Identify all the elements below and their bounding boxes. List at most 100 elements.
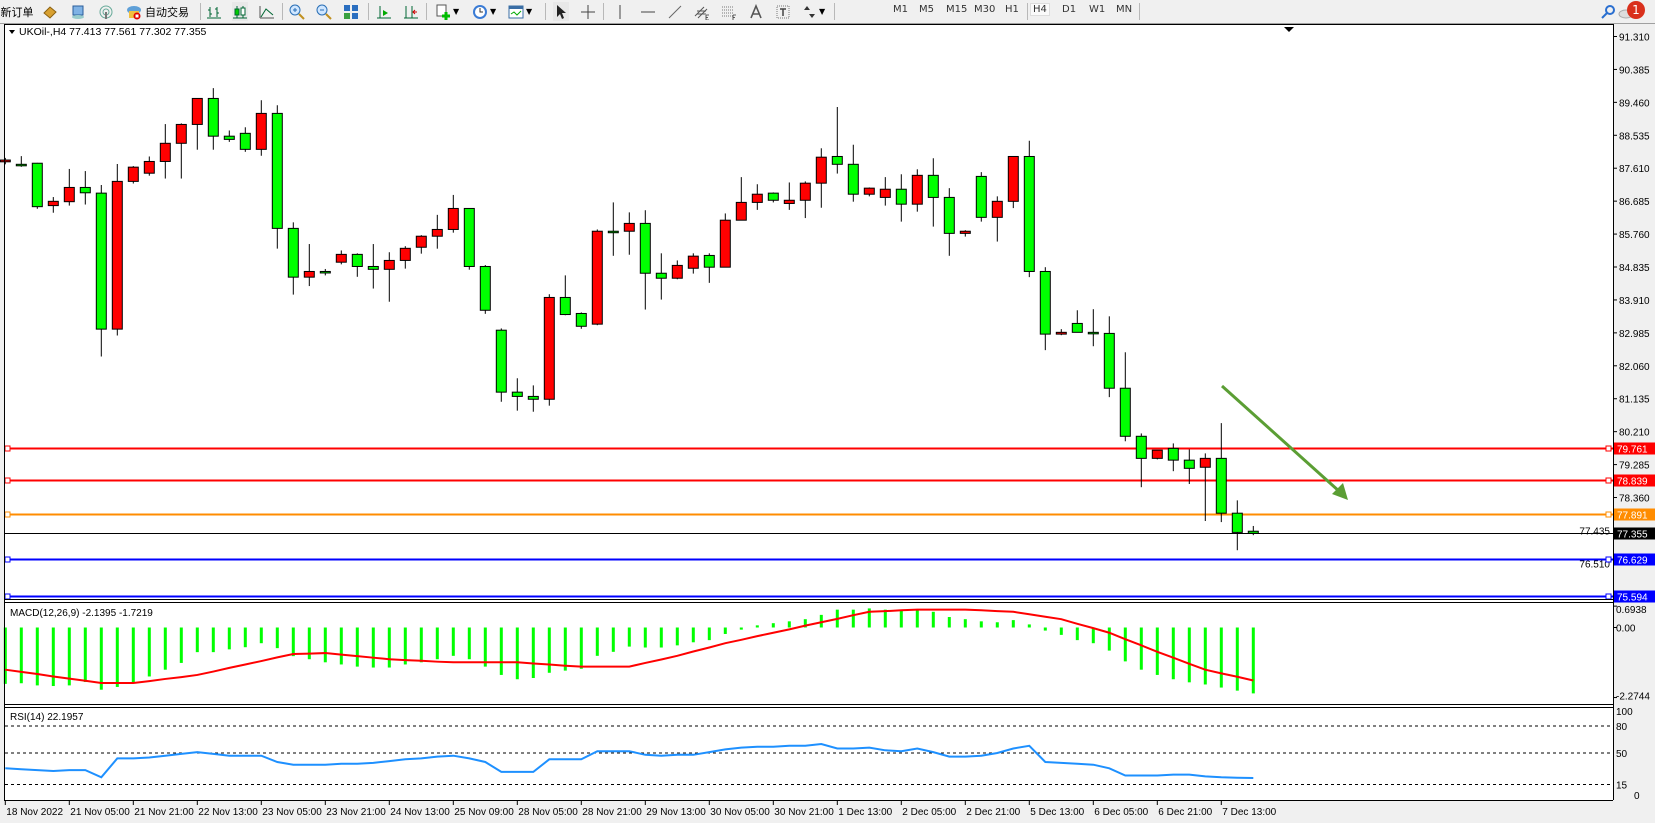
chart-shift-marker-icon[interactable] [1284,27,1294,32]
level-handle-icon[interactable] [4,593,11,600]
level-handle-icon[interactable] [4,445,11,452]
fibonacci-tool-button[interactable] [721,2,737,21]
candlestick-chart-button[interactable] [232,2,248,21]
tile-windows-button[interactable] [343,2,359,21]
macd-histogram-bar [211,627,215,653]
macd-histogram-bar [899,609,903,628]
signals-button[interactable] [98,2,114,21]
price-tick-label: 87.610 [1619,164,1650,175]
trend-arrow-line[interactable] [1220,384,1342,494]
vertical-line-tool-button[interactable] [612,2,628,21]
data-window-button[interactable] [70,2,86,21]
time-tick-label: 18 Nov 2022 [6,807,63,818]
candle [31,162,43,209]
timeframe-mn[interactable]: MN [1116,4,1133,15]
macd-histogram-bar [931,611,935,628]
candle [47,197,59,213]
zoom-out-button[interactable] [316,2,332,21]
timeframe-m15[interactable]: M15 [946,4,968,15]
level-handle-icon[interactable] [1605,556,1612,563]
auto-scroll-button[interactable] [403,2,419,21]
candle-body [223,135,235,140]
chart-shift-button[interactable] [376,2,392,21]
timeframe-m1[interactable]: M1 [893,4,908,15]
line-chart-button[interactable] [259,2,275,21]
macd-histogram-bar [883,609,887,628]
templates-button[interactable]: ▼ [508,2,532,21]
rsi-line [5,742,1254,780]
crosshair-tool-button[interactable] [580,2,596,21]
level-handle-icon[interactable] [1605,511,1612,518]
price-tick-label: 76.510 [1579,559,1610,570]
level-handle-icon[interactable] [1605,593,1612,600]
indicators-button[interactable]: ▼ [435,2,459,21]
bar-chart-icon [207,6,221,18]
macd-histogram-bar [499,627,503,675]
timeframe-d1[interactable]: D1 [1062,4,1077,15]
level-handle-icon[interactable] [1605,445,1612,452]
pane-borders [4,24,1614,801]
toolbar-separator [1139,3,1140,20]
macd-histogram-bar [83,627,87,683]
candle [591,229,603,326]
toolbar-separator [426,3,427,20]
candle [879,177,891,206]
candle [335,250,347,265]
candle [527,385,539,412]
new-order-label: 新订单 [0,5,34,19]
timeframe-h4[interactable]: H4 [1030,3,1050,16]
candle-body [847,163,859,195]
candle [1215,423,1227,523]
search-icon [1601,4,1615,19]
timeframe-h1[interactable]: H1 [1005,4,1019,15]
template-icon [508,5,524,18]
text-label-tool-button[interactable] [775,2,791,21]
level-handle-icon[interactable] [4,556,11,563]
candle-body [591,230,603,325]
periods-button[interactable]: ▼ [472,2,496,21]
timeframe-m5[interactable]: M5 [919,4,934,15]
search-button[interactable] [1600,2,1616,21]
candle [735,177,747,221]
time-tick-label: 22 Nov 13:00 [198,807,258,818]
price-tick-label: 84.835 [1619,263,1650,274]
text-tool-button[interactable] [748,2,764,21]
macd-histogram-bar [787,621,791,628]
rsi-title: RSI(14) 22.1957 [10,712,84,723]
candle [1199,453,1211,522]
timeframe-m30[interactable]: M30 [974,4,996,15]
bar-chart-button[interactable] [206,2,222,21]
auto-trading-button[interactable]: 自动交易 [126,2,189,21]
horizontal-line-icon [641,11,655,12]
dropdown-arrow-icon: ▼ [819,7,826,16]
candle [63,168,75,206]
candle-body [351,253,363,267]
candle-body [15,163,27,167]
equidistant-channel-tool-button[interactable] [694,2,710,21]
notification-badge[interactable]: 1 [1627,1,1645,19]
macd-histogram-bar [755,625,759,628]
level-handle-icon[interactable] [4,477,11,484]
horizontal-line-tool-button[interactable] [640,2,656,21]
tile-windows-icon [344,4,358,19]
macd-histogram-bar [19,627,23,684]
macd-signal-line [5,608,1254,684]
cursor-tool-button[interactable] [553,2,569,21]
candle-body [127,166,139,182]
time-tick-label: 5 Dec 13:00 [1030,807,1084,818]
candle [767,192,779,203]
trendline-tool-button[interactable] [667,2,683,21]
level-handle-icon[interactable] [4,511,11,518]
candle-body [543,296,555,400]
level-handle-icon[interactable] [1605,477,1612,484]
time-tick-label: 25 Nov 09:00 [454,807,514,818]
candle-body [863,187,875,195]
time-tick-label: 30 Nov 05:00 [710,807,770,818]
new-order-button[interactable]: 新订单 [0,2,34,21]
arrows-tool-button[interactable]: ▼ [801,2,825,21]
market-watch-button[interactable] [42,2,58,21]
collapse-triangle-icon[interactable] [9,30,15,34]
zoom-in-button[interactable] [289,2,305,21]
timeframe-w1[interactable]: W1 [1089,4,1106,15]
